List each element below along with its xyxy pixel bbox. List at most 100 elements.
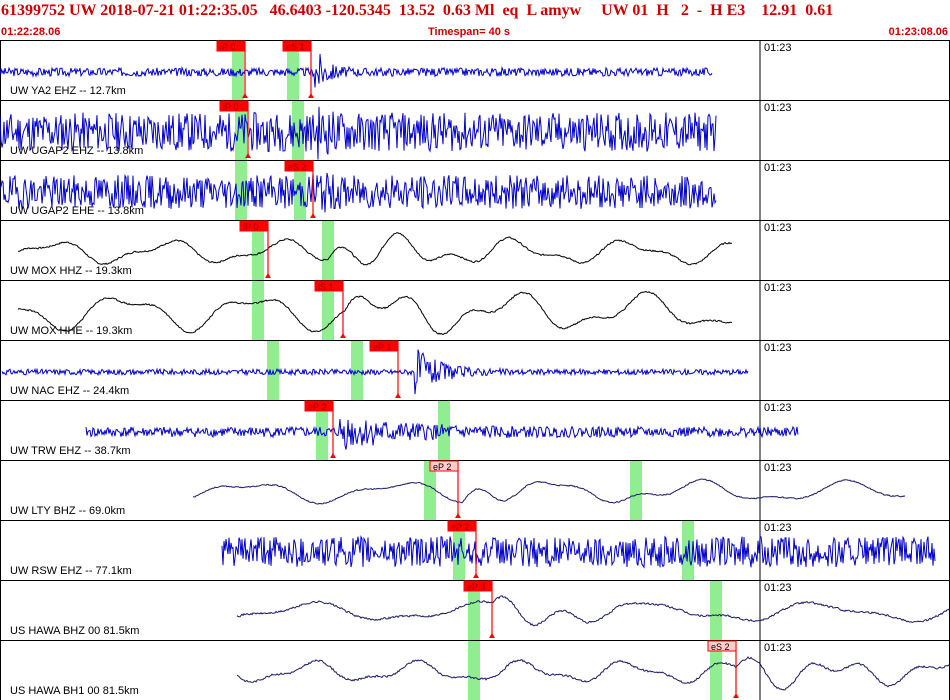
seismic-waveform bbox=[1, 349, 749, 395]
trace-panel[interactable]: iP 0 bbox=[0, 220, 950, 281]
minute-time-label: 01:23 bbox=[764, 162, 792, 174]
phase-pick-label: eS 2 bbox=[288, 162, 307, 172]
phase-pick-flag[interactable] bbox=[463, 580, 493, 592]
theoretical-arrival-window bbox=[316, 401, 328, 460]
pick-arrow-icon bbox=[489, 633, 495, 638]
pick-arrow-icon bbox=[310, 213, 316, 218]
phase-pick-label: iP 0 bbox=[223, 102, 238, 112]
phase-pick-label: eP 2 bbox=[433, 462, 451, 472]
station-label: UW MOX HHZ -- 19.3km bbox=[10, 265, 132, 277]
trace-panel[interactable]: eP 1 bbox=[0, 340, 950, 401]
minute-time-label: 01:23 bbox=[764, 642, 792, 654]
event-summary-line: 61399752 UW 2018-07-21 01:22:35.05 46.64… bbox=[1, 2, 834, 19]
panel-border bbox=[0, 460, 950, 521]
pick-arrow-icon bbox=[245, 153, 251, 158]
trace-panel[interactable]: eS 2 bbox=[0, 640, 950, 700]
theoretical-arrival-window bbox=[322, 221, 334, 280]
trace-panel[interactable]: eP 2 bbox=[0, 460, 950, 521]
event-header: 61399752 UW 2018-07-21 01:22:35.05 46.64… bbox=[0, 0, 950, 26]
theoretical-arrival-window bbox=[468, 581, 480, 640]
timespan-label: Timespan= 40 s bbox=[428, 26, 511, 38]
trace-panel[interactable]: iP 0 eS 1 bbox=[0, 40, 950, 101]
theoretical-arrival-window bbox=[351, 341, 363, 400]
seismic-waveform bbox=[236, 595, 950, 627]
trace-panel[interactable]: eP 2 bbox=[0, 400, 950, 461]
minute-time-label: 01:23 bbox=[764, 522, 792, 534]
phase-pick-flag[interactable] bbox=[369, 340, 399, 352]
minute-time-label: 01:23 bbox=[764, 222, 792, 234]
theoretical-arrival-window bbox=[424, 461, 436, 520]
phase-pick-flag[interactable] bbox=[284, 160, 314, 172]
station-label: UW UGAP2 EHZ -- 13.8km bbox=[10, 145, 144, 157]
phase-pick-label: iP 0 bbox=[220, 42, 235, 52]
pick-arrow-icon bbox=[330, 453, 336, 458]
pick-arrow-icon bbox=[242, 93, 248, 98]
minute-time-label: 01:23 bbox=[764, 462, 792, 474]
phase-pick-flag[interactable] bbox=[239, 220, 269, 232]
seismic-waveform bbox=[221, 535, 936, 569]
theoretical-arrival-window bbox=[292, 101, 304, 160]
seismic-waveform bbox=[0, 172, 717, 213]
phase-pick-label: eP 2 bbox=[451, 522, 469, 532]
station-label: UW UGAP2 EHE -- 13.8km bbox=[10, 205, 144, 217]
seismic-waveform bbox=[85, 418, 799, 450]
phase-pick-label: eS 1 bbox=[286, 42, 305, 52]
theoretical-arrival-window bbox=[630, 461, 642, 520]
station-label: US HAWA BHZ 00 81.5km bbox=[10, 625, 140, 637]
seismic-waveform bbox=[17, 291, 733, 336]
seismogram-panels[interactable]: iP 0 eS 1 iP 0 eS 2 iP 0 iS 1 eP 1 eP 2 eP 2 eP 2… bbox=[0, 40, 950, 700]
trace-panel[interactable]: eP 3 bbox=[0, 580, 950, 641]
phase-pick-label: eP 2 bbox=[308, 402, 326, 412]
minute-time-label: 01:23 bbox=[764, 582, 792, 594]
pick-arrow-icon bbox=[340, 333, 346, 338]
phase-pick-flag[interactable] bbox=[314, 280, 344, 292]
phase-pick-flag[interactable] bbox=[282, 40, 312, 52]
trace-panel[interactable]: iS 1 bbox=[0, 280, 950, 341]
station-label: UW NAC EHZ -- 24.4km bbox=[10, 385, 130, 397]
theoretical-arrival-window bbox=[252, 281, 264, 340]
theoretical-arrival-window bbox=[468, 641, 480, 700]
station-label: UW RSW EHZ -- 77.1km bbox=[10, 565, 132, 577]
phase-pick-label: iP 0 bbox=[243, 222, 258, 232]
panel-border bbox=[0, 340, 950, 401]
station-label: UW MOX HHE -- 19.3km bbox=[10, 325, 133, 337]
phase-pick-flag[interactable] bbox=[219, 100, 249, 112]
pick-arrow-icon bbox=[733, 693, 739, 698]
minute-time-label: 01:23 bbox=[764, 42, 792, 54]
seismic-waveform bbox=[17, 232, 733, 266]
seismic-waveform bbox=[0, 54, 713, 88]
phase-pick-flag[interactable] bbox=[216, 40, 246, 52]
pick-arrow-icon bbox=[395, 393, 401, 398]
trace-panel[interactable]: eP 2 bbox=[0, 520, 950, 581]
pick-arrow-icon bbox=[473, 573, 479, 578]
station-label: UW LTY BHZ -- 69.0km bbox=[10, 505, 126, 517]
theoretical-arrival-window bbox=[232, 41, 244, 100]
pick-arrow-icon bbox=[455, 513, 461, 518]
start-time: 01:22:28.06 bbox=[1, 26, 61, 38]
theoretical-arrival-window bbox=[252, 221, 264, 280]
phase-pick-flag[interactable] bbox=[304, 400, 334, 412]
phase-pick-flag[interactable] bbox=[707, 640, 737, 652]
station-label: UW YA2 EHZ -- 12.7km bbox=[10, 85, 126, 97]
phase-pick-label: eS 2 bbox=[711, 642, 730, 652]
minute-time-label: 01:23 bbox=[764, 102, 792, 114]
station-label: UW TRW EHZ -- 38.7km bbox=[10, 445, 131, 457]
station-label: US HAWA BH1 00 81.5km bbox=[10, 685, 139, 697]
phase-pick-label: eP 3 bbox=[467, 582, 485, 592]
seismic-waveform bbox=[0, 106, 717, 160]
phase-pick-label: eP 1 bbox=[373, 342, 391, 352]
theoretical-arrival-window bbox=[710, 641, 722, 700]
minute-time-label: 01:23 bbox=[764, 282, 792, 294]
theoretical-arrival-window bbox=[235, 101, 247, 160]
time-range-bar: 01:22:28.06 Timespan= 40 s 01:23:08.06 bbox=[0, 26, 950, 40]
seismic-waveform bbox=[236, 656, 950, 691]
theoretical-arrival-window bbox=[287, 41, 299, 100]
theoretical-arrival-window bbox=[322, 281, 334, 340]
phase-pick-flag[interactable] bbox=[429, 460, 459, 472]
pick-arrow-icon bbox=[308, 93, 314, 98]
end-time: 01:23:08.06 bbox=[888, 26, 948, 38]
phase-pick-flag[interactable] bbox=[447, 520, 477, 532]
minute-time-label: 01:23 bbox=[764, 402, 792, 414]
seismogram-canvas[interactable]: iP 0 eS 1 iP 0 eS 2 iP 0 iS 1 eP 1 eP 2 eP 2 eP 2… bbox=[0, 40, 950, 700]
minute-time-label: 01:23 bbox=[764, 342, 792, 354]
